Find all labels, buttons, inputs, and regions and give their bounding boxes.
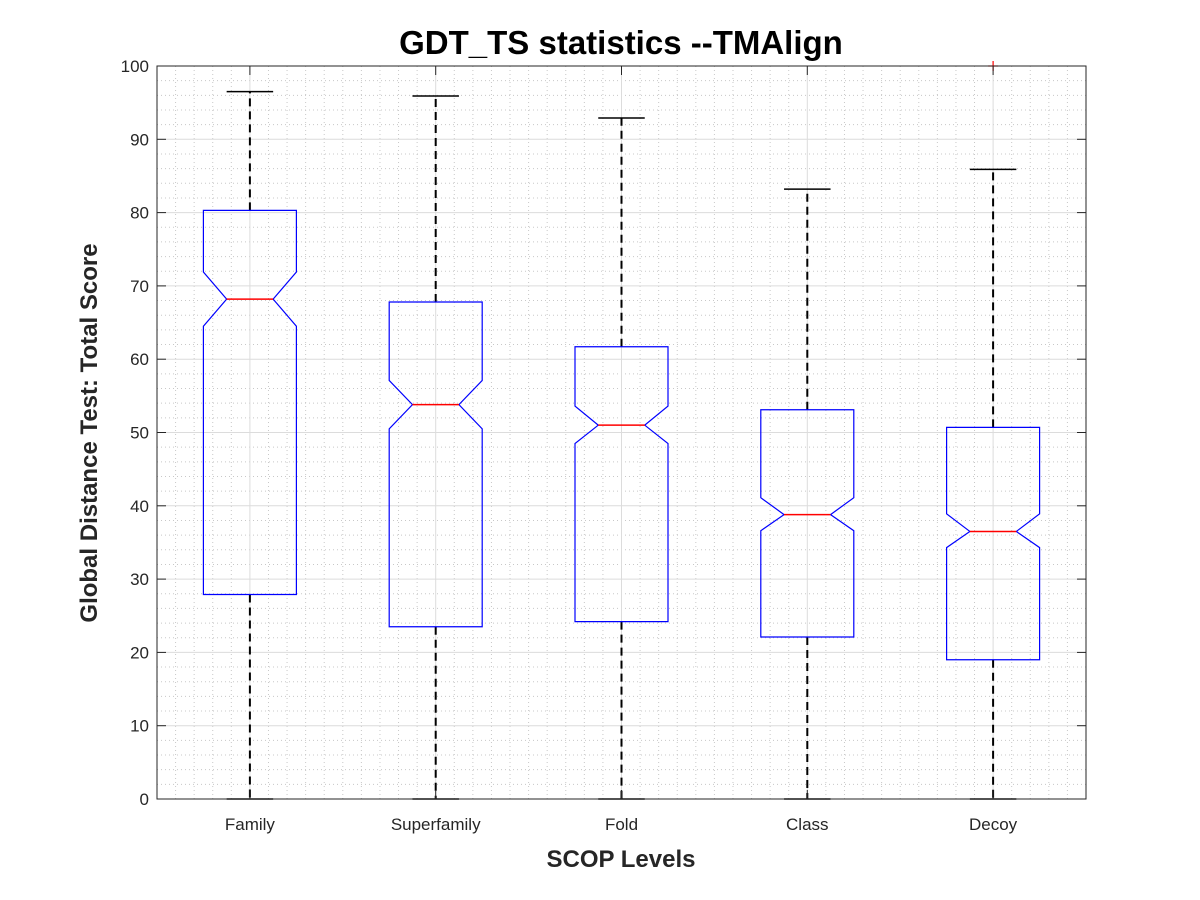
x-tick-label: Class — [786, 815, 829, 834]
x-tick-label: Superfamily — [391, 815, 481, 834]
x-tick-label: Fold — [605, 815, 638, 834]
notched-box — [388, 301, 483, 628]
x-tick-label: Decoy — [969, 815, 1018, 834]
y-tick-label: 70 — [130, 277, 149, 296]
y-tick-label: 40 — [130, 497, 149, 516]
y-tick-label: 30 — [130, 570, 149, 589]
x-axis-label: SCOP Levels — [547, 846, 696, 873]
ticks: 0 10 20 30 40 50 60 70 80 90 100 Family Superfamily F… — [121, 57, 1086, 834]
box-superfamily — [388, 95, 483, 800]
y-tick-label: 60 — [130, 350, 149, 369]
y-tick-label: 10 — [130, 717, 149, 736]
x-tick-label: Family — [225, 815, 276, 834]
y-tick-label: 50 — [130, 424, 149, 443]
boxes — [202, 61, 1041, 800]
y-tick-label: 80 — [130, 204, 149, 223]
y-axis-label: Global Distance Test: Total Score — [76, 243, 103, 622]
chart-title: GDT_TS statistics --TMAlign — [399, 24, 843, 61]
notched-box — [202, 209, 297, 596]
notched-box — [945, 426, 1041, 661]
y-tick-label: 100 — [121, 57, 149, 76]
notched-box — [574, 346, 669, 623]
notched-box — [760, 409, 855, 638]
y-tick-label: 0 — [140, 790, 149, 809]
y-tick-label: 90 — [130, 130, 149, 149]
y-tick-label: 20 — [130, 643, 149, 662]
